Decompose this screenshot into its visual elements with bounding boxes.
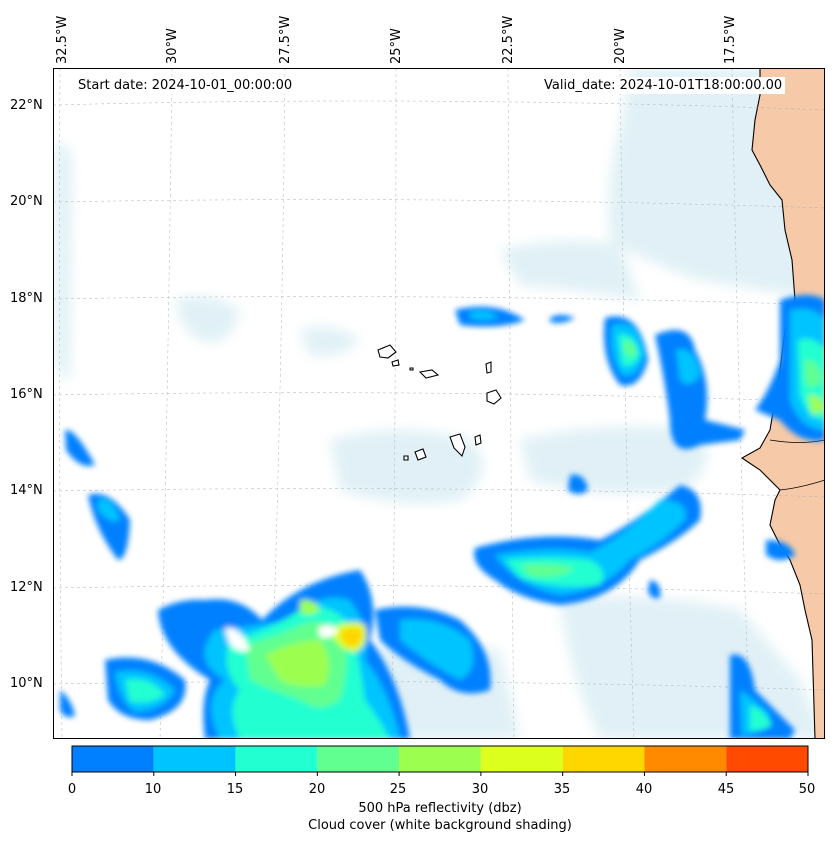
colorbar-tick: 20 [308,782,326,797]
gridlines [53,68,825,739]
lon-label-22-5w: 22.5°W [501,15,516,64]
lon-label-27-5w: 27.5°W [278,15,293,64]
start-date-annotation: Start date: 2024-10-01_00:00:00 [75,77,296,94]
colorbar-segment [644,746,727,772]
colorbar-segment [317,746,400,772]
colorbar-segment [235,746,318,772]
colorbar-segment [480,746,563,772]
lat-label-22n: 22°N [10,98,43,113]
lon-label-30w: 30°W [165,28,180,64]
colorbar-tick: 50 [798,782,816,797]
colorbar-segment [726,746,808,772]
colorbar-tick: 30 [471,782,489,797]
colorbar-segment [72,746,154,772]
colorbar-tick: 15 [226,782,244,797]
colorbar-tick: 25 [389,782,407,797]
reflectivity-contours [60,295,825,739]
lon-label-20w: 20°W [613,28,628,64]
lat-label-10n: 10°N [10,676,43,691]
colorbar-tick: 40 [635,782,653,797]
colorbar-label: 500 hPa reflectivity (dbz) [358,801,522,816]
lon-label-32-5w: 32.5°W [55,15,70,64]
border-line [769,439,825,491]
lat-label-18n: 18°N [10,291,43,306]
cape-verde-islands [377,344,502,461]
lat-label-20n: 20°N [10,194,43,209]
colorbar-tick: 0 [67,782,77,797]
lat-label-12n: 12°N [10,580,43,595]
colorbar-tick: 35 [553,782,571,797]
lat-label-16n: 16°N [10,387,43,402]
colorbar-segment [153,746,236,772]
colorbar-tick: 45 [717,782,735,797]
lon-label-25w: 25°W [389,28,404,64]
colorbar-tick: 10 [144,782,162,797]
colorbar-segment [399,746,481,772]
colorbar-segment [562,746,645,772]
lon-label-17-5w: 17.5°W [723,15,738,64]
colorbar-sublabel: Cloud cover (white background shading) [308,818,572,833]
colorbar [71,745,809,776]
lat-label-14n: 14°N [10,483,43,498]
colorbar-outline [71,745,809,773]
valid-date-annotation: Valid_date: 2024-10-01T18:00:00.00 [541,77,786,94]
